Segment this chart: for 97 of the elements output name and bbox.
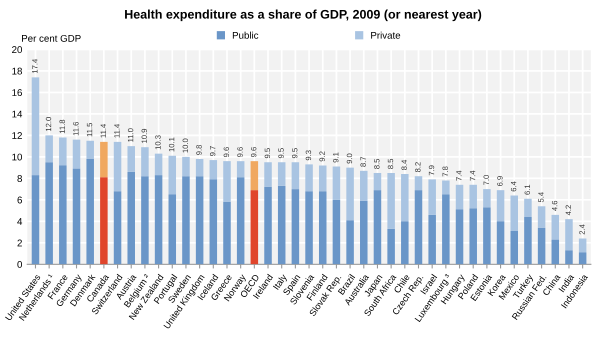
bar bbox=[442, 180, 450, 194]
bar bbox=[278, 186, 286, 264]
bar bbox=[59, 138, 67, 166]
bar bbox=[114, 191, 122, 264]
bar bbox=[127, 172, 135, 264]
bar bbox=[250, 190, 258, 264]
bar bbox=[538, 206, 546, 228]
bar bbox=[318, 191, 326, 264]
bar bbox=[428, 179, 436, 215]
bar bbox=[210, 179, 218, 264]
bar bbox=[360, 200, 368, 264]
y-tick-label: 2 bbox=[17, 240, 22, 246]
bar bbox=[141, 176, 149, 264]
bar bbox=[387, 172, 395, 229]
y-tick-label: 20 bbox=[12, 46, 22, 54]
bar bbox=[86, 159, 94, 264]
bar bbox=[114, 142, 122, 192]
bar bbox=[565, 250, 573, 264]
bar bbox=[168, 156, 176, 194]
bar bbox=[510, 230, 518, 264]
bar bbox=[346, 220, 354, 264]
bar bbox=[578, 252, 586, 264]
bar bbox=[414, 190, 422, 264]
bar bbox=[456, 209, 464, 264]
bar bbox=[346, 168, 354, 220]
bar bbox=[45, 162, 53, 264]
bar bbox=[196, 159, 204, 176]
bar bbox=[100, 142, 108, 178]
y-tick-label: 16 bbox=[12, 89, 22, 96]
y-axis-title: Per cent GDP bbox=[22, 34, 81, 42]
bar bbox=[305, 191, 313, 264]
bar bbox=[469, 208, 477, 264]
bar bbox=[86, 140, 94, 160]
bar bbox=[223, 161, 231, 202]
bar bbox=[496, 190, 504, 222]
bar bbox=[305, 164, 313, 192]
bar bbox=[264, 186, 272, 264]
bar bbox=[196, 176, 204, 264]
bar bbox=[141, 147, 149, 176]
bar bbox=[236, 177, 244, 264]
bar bbox=[428, 214, 436, 264]
y-tick-label: 18 bbox=[12, 68, 22, 75]
bar bbox=[168, 194, 176, 264]
bar bbox=[182, 176, 190, 264]
bar bbox=[332, 200, 340, 264]
bar bbox=[32, 77, 40, 176]
bar bbox=[278, 162, 286, 186]
bar bbox=[483, 207, 491, 264]
bar bbox=[524, 198, 532, 218]
bar bbox=[401, 221, 409, 264]
bar bbox=[552, 240, 560, 264]
bar bbox=[524, 217, 532, 264]
bar bbox=[264, 162, 272, 187]
bar bbox=[32, 175, 40, 264]
bar bbox=[578, 238, 586, 252]
bar bbox=[59, 165, 67, 264]
bar bbox=[223, 202, 231, 264]
y-tick-label: 12 bbox=[12, 132, 22, 139]
bar bbox=[414, 176, 422, 190]
bar bbox=[483, 189, 491, 208]
legend-label: Private bbox=[371, 32, 400, 39]
bar bbox=[374, 172, 382, 190]
bar bbox=[45, 135, 53, 162]
bar bbox=[387, 228, 395, 264]
bar bbox=[496, 221, 504, 264]
bar bbox=[401, 174, 409, 222]
bar bbox=[360, 170, 368, 201]
bar bbox=[210, 160, 218, 180]
bar bbox=[318, 165, 326, 192]
bar bbox=[442, 194, 450, 264]
y-tick-label: 10 bbox=[12, 154, 22, 160]
bar bbox=[332, 166, 340, 200]
bar bbox=[154, 154, 162, 176]
bar bbox=[250, 161, 258, 190]
bar bbox=[552, 214, 560, 240]
bar bbox=[456, 184, 464, 210]
y-tick-label: 8 bbox=[17, 175, 22, 182]
legend-label: Public bbox=[232, 32, 258, 39]
bar bbox=[565, 219, 573, 250]
bar bbox=[374, 190, 382, 264]
bar bbox=[510, 196, 518, 231]
bar bbox=[127, 146, 135, 172]
bar bbox=[100, 177, 108, 264]
bar bbox=[292, 162, 300, 190]
y-tick-label: 6 bbox=[17, 196, 22, 204]
y-tick-label: 0 bbox=[17, 261, 22, 268]
bar bbox=[538, 228, 546, 264]
y-tick-label: 4 bbox=[17, 218, 22, 225]
bar bbox=[469, 184, 477, 208]
chart-title: Health expenditure as a share of GDP, 2009 (or nearest year) bbox=[125, 10, 482, 22]
bar bbox=[182, 156, 190, 176]
bar bbox=[72, 140, 80, 169]
bar bbox=[292, 189, 300, 264]
y-tick-label: 14 bbox=[12, 110, 22, 118]
bar bbox=[154, 175, 162, 264]
bar bbox=[72, 168, 80, 264]
bar bbox=[236, 161, 244, 178]
